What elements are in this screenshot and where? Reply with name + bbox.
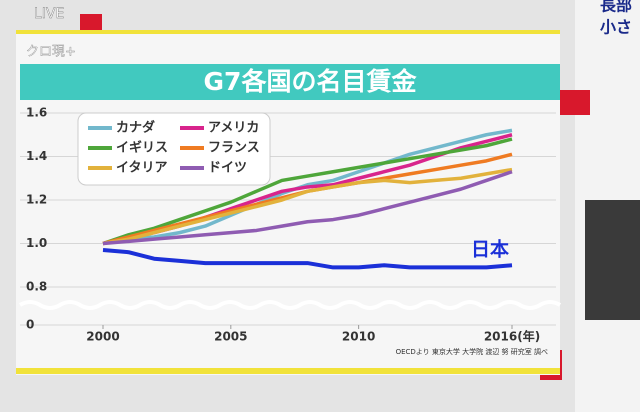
line — [102, 128, 513, 246]
bottom-stripe — [16, 368, 560, 374]
legend — [77, 112, 271, 186]
y-tick-label: 0.8 — [26, 280, 47, 294]
source: OECDより 東京大学 大学院 渡辺 努 研究室 調べ — [396, 347, 548, 356]
title-band — [20, 64, 560, 100]
x-tick-label: 2000 — [86, 330, 119, 344]
x-tick-label: 2016(年) — [484, 329, 540, 344]
legend-label: イタリア — [116, 161, 167, 176]
line — [102, 137, 513, 246]
y-tick-label: 0 — [26, 318, 34, 332]
legend-label: アメリカ — [208, 121, 259, 136]
chart-title: G7各国の名目賃金 — [204, 67, 418, 96]
y-tick-label: 1.4 — [26, 149, 47, 163]
y-tick-label: 1.6 — [26, 106, 47, 120]
legend-label: カナダ — [116, 120, 155, 136]
y-tick-label: 1.0 — [26, 236, 47, 250]
line — [102, 167, 513, 246]
live-label: LIVE — [34, 6, 64, 22]
legend-label: イギリス — [116, 140, 168, 156]
x-tick-label: 2005 — [214, 330, 247, 344]
axis-break — [18, 300, 562, 310]
plot: 0 0.8 1.0 1.2 1.4 1.6 2000 2005 2010 2016(年) カナダ アメ… — [20, 106, 556, 344]
series-label: 日本 — [471, 238, 509, 261]
side-text: 長部 — [600, 0, 632, 15]
person-photo — [585, 200, 640, 320]
top-stripe — [16, 30, 560, 34]
corner-label: クロ現+ — [26, 45, 76, 60]
legend-label: フランス — [208, 141, 260, 156]
line — [102, 248, 513, 270]
deco — [560, 90, 590, 115]
legend-label: ドイツ — [208, 161, 247, 176]
y-tick-label: 1.2 — [26, 193, 47, 207]
line — [102, 170, 513, 246]
x-tick-label: 2010 — [342, 330, 375, 344]
side-text: 小さ — [600, 18, 632, 37]
